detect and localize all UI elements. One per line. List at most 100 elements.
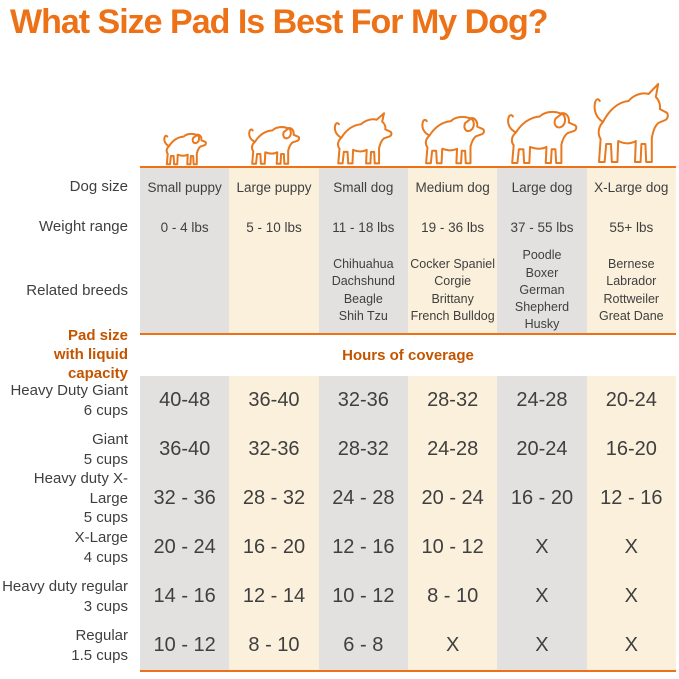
hours-value: 10 - 12 <box>421 536 484 558</box>
dog-cell-x-large-dog <box>587 75 676 166</box>
pad-row-label: Giant 5 cups <box>0 425 140 474</box>
hours-value: 6 - 8 <box>343 634 384 656</box>
weightCell-small-dog: 11 - 18 lbs <box>318 206 408 248</box>
hours-value-cell: 28-32 <box>407 376 498 425</box>
hours-value: X <box>535 634 549 656</box>
breed-name: French Bulldog <box>410 308 495 323</box>
hours-value: 20 - 24 <box>153 536 216 558</box>
breed-name: Shih Tzu <box>338 308 388 323</box>
hours-of-coverage-heading: Hours of coverage <box>140 335 676 376</box>
bottom-divider-line <box>140 670 676 672</box>
dog-size-row-cells: Small puppy Large puppy Small dog Medium do… <box>140 168 676 206</box>
breed-name: German Shepherd <box>514 282 570 315</box>
large-dog-icon <box>501 102 583 166</box>
breed-name: Rottweiler <box>603 291 660 306</box>
pad-row-label: Heavy Duty Giant 6 cups <box>0 376 140 425</box>
columnHeader-small-dog: Small dog <box>318 168 408 206</box>
hours-value: 28 - 32 <box>242 487 306 509</box>
weight-value: 5 - 10 lbs <box>246 219 302 235</box>
pad-row-capacity: 6 cups <box>83 401 128 419</box>
breed-name: Dachshund <box>331 274 395 289</box>
hours-value: 16 - 20 <box>510 487 574 509</box>
row-label-related-breeds-text: Related breeds <box>26 281 128 299</box>
pad-row-2: Heavy duty X-Large 5 cups 32 - 36 28 - 32 24… <box>0 470 676 526</box>
hours-value: X <box>445 634 460 656</box>
column-header-label: X-Large dog <box>594 179 669 195</box>
weight-value: 55+ lbs <box>609 219 654 235</box>
weightCell-x-large-dog: 55+ lbs <box>586 206 676 248</box>
pad-row-5: Regular 1.5 cups 10 - 12 8 - 10 6 - 8 X X X <box>0 621 676 670</box>
hours-value-cell: 8 - 10 <box>407 572 498 621</box>
columnHeader-medium-dog: Medium dog <box>407 168 498 206</box>
columnHeader-large-dog: Large dog <box>497 168 587 206</box>
top-divider <box>0 333 676 335</box>
hours-value-cell: X <box>407 621 498 670</box>
hours-value-cell: 36-40 <box>140 425 230 474</box>
dog-cell-small-dog <box>319 75 408 166</box>
hours-value-cell: 28-32 <box>318 425 408 474</box>
pad-row-1-cells: 36-40 32-36 28-32 24-28 20-24 16-20 <box>140 425 676 474</box>
hours-value: X <box>624 536 638 558</box>
hours-value: 32-36 <box>248 438 300 460</box>
medium-dog-icon <box>416 108 490 166</box>
bottom-divider <box>0 670 676 672</box>
weightCell-small-puppy: 0 - 4 lbs <box>140 206 230 248</box>
pad-row-3-cells: 20 - 24 16 - 20 12 - 16 10 - 12 X X <box>140 523 676 572</box>
hours-value-cell: 10 - 12 <box>318 572 408 621</box>
hours-value: 36-40 <box>248 389 300 411</box>
hours-value-cell: 24-28 <box>497 376 587 425</box>
hours-value-cell: 32 - 36 <box>140 474 230 523</box>
columnHeader-small-puppy: Small puppy <box>140 168 230 206</box>
hours-value-cell: 20-24 <box>586 376 676 425</box>
breedsCell-small-puppy <box>140 248 230 333</box>
hours-value-cell: 10 - 12 <box>407 523 498 572</box>
hours-value: 16 - 20 <box>242 536 306 558</box>
related-breeds-row: Related breeds Chihuahua Dachshund Beagle Sh… <box>0 248 676 333</box>
hours-value: 16-20 <box>605 438 657 460</box>
hours-value: 40-48 <box>159 389 211 411</box>
hours-value-cell: 14 - 16 <box>140 572 230 621</box>
pad-row-name: Regular <box>75 627 128 644</box>
hours-value: 8 - 10 <box>248 634 300 656</box>
pad-row-1: Giant 5 cups 36-40 32-36 28-32 24-28 20-24 16-2… <box>0 425 676 474</box>
hours-value-cell: 40-48 <box>140 376 230 425</box>
dog-size-row: Dog size Small puppy Large puppy Small dog M… <box>0 168 676 206</box>
x-large-dog-icon <box>587 82 675 166</box>
hours-value: 32-36 <box>337 389 389 411</box>
hours-value: 12 - 14 <box>242 585 306 607</box>
hours-value: 32 - 36 <box>153 487 216 509</box>
hours-value-cell: 20 - 24 <box>407 474 498 523</box>
hours-value-cell: 24-28 <box>407 425 498 474</box>
hours-value: 10 - 12 <box>153 634 216 656</box>
pad-row-name: Heavy Duty Giant <box>10 382 128 399</box>
weightCell-large-dog: 37 - 55 lbs <box>497 206 587 248</box>
hours-value-cell: 20-24 <box>497 425 587 474</box>
breed-name: Bernese <box>608 257 655 271</box>
pad-row-name: X-Large <box>74 529 128 546</box>
hours-value: 12 - 16 <box>600 487 663 509</box>
dog-cell-large-dog <box>497 75 586 166</box>
weightCell-large-puppy: 5 - 10 lbs <box>229 206 319 248</box>
hours-value: 8 - 10 <box>427 585 479 607</box>
pad-section-row: Pad size with liquid capacity Hours of cov… <box>0 327 676 382</box>
hours-value: 20-24 <box>605 389 657 411</box>
breed-name: Corgie <box>434 274 472 289</box>
size-table: Dog size Small puppy Large puppy Small dog M… <box>0 75 676 672</box>
hours-value: 20 - 24 <box>421 487 484 509</box>
pad-row-4: Heavy duty regular 3 cups 14 - 16 12 - 14 10… <box>0 572 676 621</box>
weight-value: 0 - 4 lbs <box>160 219 209 235</box>
hours-value-cell: 20 - 24 <box>140 523 230 572</box>
breed-name: Chihuahua <box>333 257 394 271</box>
hours-value: 24-28 <box>427 438 479 460</box>
columnHeader-large-puppy: Large puppy <box>229 168 319 206</box>
hours-value-cell: 12 - 16 <box>318 523 408 572</box>
hours-value-cell: 12 - 14 <box>229 572 319 621</box>
breed-name: Husky <box>524 317 560 332</box>
weight-value: 19 - 36 lbs <box>421 219 485 235</box>
row-label-weight-range: Weight range <box>0 206 140 248</box>
pad-size-heading: Pad size with liquid capacity <box>0 327 140 382</box>
hours-value-cell: 24 - 28 <box>318 474 408 523</box>
dog-cell-medium-dog <box>408 75 497 166</box>
pad-row-label: Regular 1.5 cups <box>0 621 140 670</box>
hours-value: 12 - 16 <box>332 536 395 558</box>
